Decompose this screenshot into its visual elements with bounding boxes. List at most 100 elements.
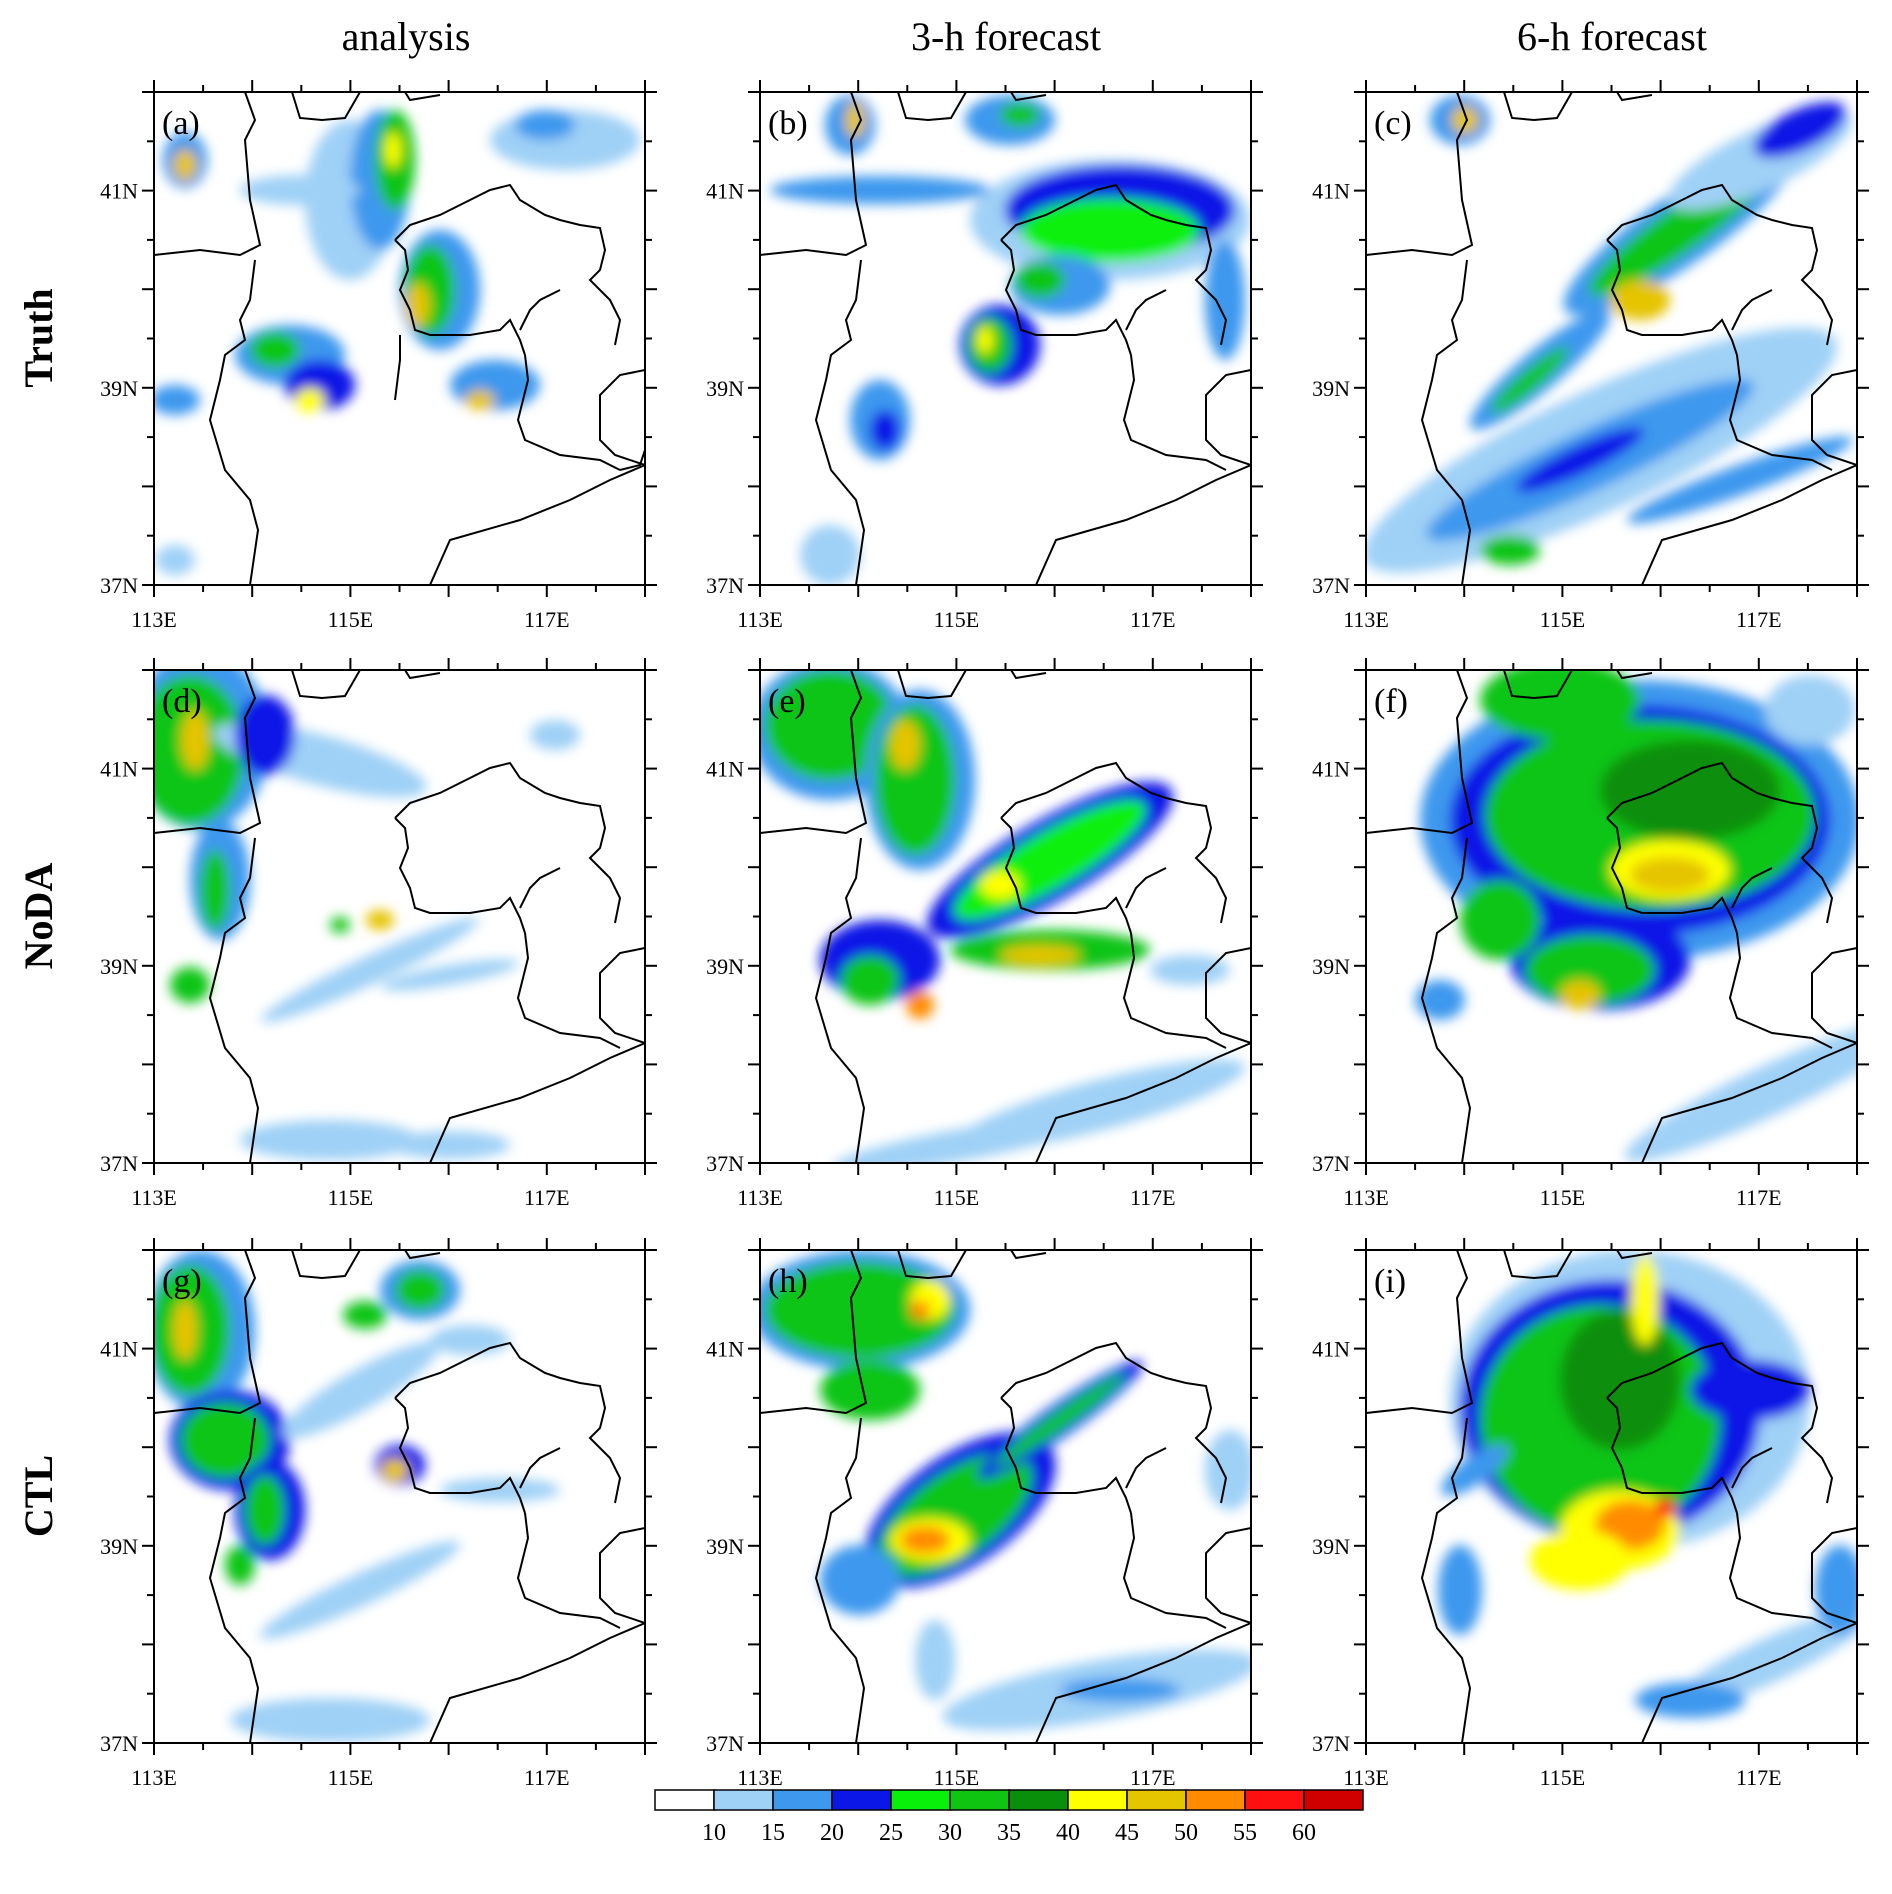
lat-label: 37N xyxy=(100,1151,138,1176)
axes-d: 113E 115E 117E 41N 39N 37N xyxy=(100,658,657,1210)
lon-label: 113E xyxy=(737,1185,783,1210)
panel-letter-b: (b) xyxy=(768,105,808,142)
lat-label: 37N xyxy=(1312,1151,1350,1176)
colorbar-cell xyxy=(1303,1789,1364,1811)
lon-label: 117E xyxy=(1736,1765,1782,1790)
lat-label: 39N xyxy=(100,954,138,979)
lat-label: 41N xyxy=(706,1337,744,1362)
panel-h xyxy=(760,1250,1251,1731)
axes-h: 113E 115E 117E 41N 39N 37N xyxy=(706,1238,1263,1790)
reflectivity-field-f xyxy=(1415,670,1857,1162)
lat-label: 41N xyxy=(1312,757,1350,782)
lon-label: 115E xyxy=(328,1185,374,1210)
panel-letter-a: (a) xyxy=(162,105,200,142)
reflectivity-field-c xyxy=(1366,95,1853,573)
lon-label: 113E xyxy=(131,1765,177,1790)
lon-label: 113E xyxy=(737,1765,783,1790)
boundaries-d xyxy=(154,670,645,1163)
colorbar-label: 35 xyxy=(997,1820,1021,1846)
axes-a: 113E 115E 117E 41N 39N 37N xyxy=(100,80,657,632)
lon-label: 113E xyxy=(131,607,177,632)
lat-label: 37N xyxy=(706,1731,744,1756)
lat-label: 39N xyxy=(1312,376,1350,401)
lat-label: 41N xyxy=(1312,179,1350,204)
panel-i xyxy=(1438,1250,1857,1718)
lat-label: 37N xyxy=(706,573,744,598)
lat-label: 41N xyxy=(100,179,138,204)
colorbar-label: 30 xyxy=(938,1820,962,1846)
reflectivity-field-g xyxy=(154,1250,560,1742)
lat-label: 41N xyxy=(100,1337,138,1362)
column-title-analysis: analysis xyxy=(342,14,471,59)
reflectivity-field-e xyxy=(760,670,1246,1163)
colorbar-label: 50 xyxy=(1174,1820,1198,1846)
lon-label: 113E xyxy=(737,607,783,632)
lat-label: 39N xyxy=(100,1534,138,1559)
boundaries-c xyxy=(1366,92,1857,585)
panel-d xyxy=(154,670,580,1160)
panel-letter-d: (d) xyxy=(162,683,202,720)
panel-a xyxy=(154,110,640,575)
panel-letter-c: (c) xyxy=(1374,105,1412,142)
lon-label: 117E xyxy=(1130,1185,1176,1210)
row-label-truth: Truth xyxy=(16,288,61,387)
lon-label: 115E xyxy=(1540,607,1586,632)
colorbar-label: 60 xyxy=(1292,1820,1316,1846)
lat-label: 41N xyxy=(100,757,138,782)
lon-label: 115E xyxy=(328,1765,374,1790)
panel-c xyxy=(1366,95,1853,573)
lon-label: 117E xyxy=(1736,607,1782,632)
panel-letter-i: (i) xyxy=(1374,1263,1406,1300)
lon-label: 113E xyxy=(131,1185,177,1210)
axes-f: 113E 115E 117E 41N 39N 37N xyxy=(1312,658,1869,1210)
lon-label: 115E xyxy=(934,1765,980,1790)
lon-label: 115E xyxy=(1540,1765,1586,1790)
panel-letter-h: (h) xyxy=(768,1263,808,1300)
colorbar: 10 15 20 25 30 35 40 45 50 55 60 xyxy=(654,1789,1364,1846)
colorbar-cell xyxy=(949,1789,1010,1811)
colorbar-cell xyxy=(890,1789,951,1811)
colorbar-cell xyxy=(1067,1789,1128,1811)
axes-layer: 113E 115E 117E 41N 39N 37N 113E 115E 117E 41N 39N 3… xyxy=(100,80,1869,1790)
lon-label: 117E xyxy=(524,1765,570,1790)
colorbar-cell xyxy=(1185,1789,1246,1811)
colorbar-label: 45 xyxy=(1115,1820,1139,1846)
lat-label: 37N xyxy=(1312,573,1350,598)
lat-label: 41N xyxy=(706,179,744,204)
boundaries-g xyxy=(154,1250,645,1743)
colorbar-label: 25 xyxy=(879,1820,903,1846)
panel-g xyxy=(154,1250,560,1742)
lon-label: 117E xyxy=(1130,607,1176,632)
row-label-noda: NoDA xyxy=(16,863,61,970)
colorbar-cell xyxy=(831,1789,892,1811)
colorbar-cell xyxy=(1244,1789,1305,1811)
colorbar-cell xyxy=(1126,1789,1187,1811)
colorbar-label: 10 xyxy=(702,1820,726,1846)
lon-label: 117E xyxy=(524,607,570,632)
lon-label: 113E xyxy=(1343,607,1389,632)
lon-label: 115E xyxy=(934,607,980,632)
colorbar-cell xyxy=(654,1789,715,1811)
lat-label: 39N xyxy=(1312,954,1350,979)
panel-letter-e: (e) xyxy=(768,683,806,720)
lat-label: 41N xyxy=(706,757,744,782)
lon-label: 115E xyxy=(934,1185,980,1210)
lat-label: 37N xyxy=(100,1731,138,1756)
axes-b: 113E 115E 117E 41N 39N 37N xyxy=(706,80,1263,632)
panel-letter-f: (f) xyxy=(1374,683,1408,720)
colorbar-label: 55 xyxy=(1233,1820,1257,1846)
axes-c: 113E 115E 117E 41N 39N 37N xyxy=(1312,80,1869,632)
boundaries-a xyxy=(154,92,645,585)
lon-label: 115E xyxy=(328,607,374,632)
colorbar-cell xyxy=(772,1789,833,1811)
colorbar-cell xyxy=(713,1789,774,1811)
boundaries-e xyxy=(760,670,1251,1163)
reflectivity-field-b xyxy=(770,95,1250,585)
axes-e: 113E 115E 117E 41N 39N 37N xyxy=(706,658,1263,1210)
reflectivity-field-i xyxy=(1438,1250,1857,1718)
reflectivity-field-h xyxy=(760,1250,1251,1731)
axes-i: 113E 115E 117E 41N 39N 37N xyxy=(1312,1238,1869,1790)
lon-label: 117E xyxy=(1736,1185,1782,1210)
panel-e xyxy=(760,670,1246,1163)
